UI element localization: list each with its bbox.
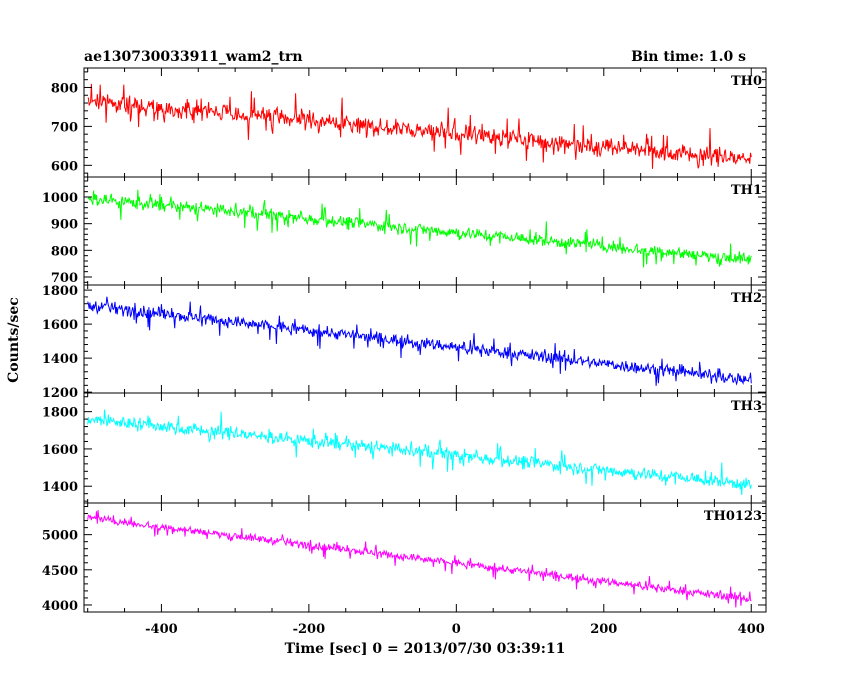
y-tick-label: 600 [51, 159, 78, 174]
panel-frame [83, 502, 767, 613]
y-tick-label: 1800 [42, 406, 78, 421]
panel-label-th0: TH0 [731, 74, 762, 89]
x-axis-label: Time [sec] 0 = 2013/07/30 03:39:11 [285, 641, 566, 657]
y-tick-label: 4500 [42, 564, 78, 579]
y-tick-label: 700 [51, 120, 78, 135]
panel-frame [83, 284, 767, 394]
y-tick-label: 1600 [42, 318, 78, 333]
y-axis-label: Counts/sec [6, 297, 22, 383]
y-tick-label: 700 [51, 271, 78, 286]
x-tick-label: 0 [452, 622, 461, 637]
bin-time-label: Bin time: 1.0 s [631, 49, 746, 65]
chart-title: ae130730033911_wam2_trn [84, 49, 303, 65]
y-tick-label: 4000 [42, 599, 78, 614]
y-tick-label: 1600 [42, 443, 78, 458]
y-tick-label: 800 [51, 244, 78, 259]
y-tick-label: 1200 [42, 386, 78, 401]
series-line-th0123 [87, 509, 752, 608]
x-tick-label: 200 [590, 622, 617, 637]
series-line-th2 [87, 296, 752, 386]
y-tick-label: 1400 [42, 480, 78, 495]
y-tick-label: 1000 [42, 191, 78, 206]
x-tick-label: -200 [293, 622, 326, 637]
panel-label-th2: TH2 [731, 291, 762, 306]
y-tick-label: 5000 [42, 529, 78, 544]
y-tick-label: 800 [51, 81, 78, 96]
panel-label-th3: TH3 [731, 399, 762, 414]
series-line-th0 [87, 83, 752, 169]
panel-frame [83, 67, 767, 178]
y-tick-label: 900 [51, 218, 78, 233]
panel-label-th0123: TH0123 [704, 509, 762, 524]
series-line-th3 [87, 409, 752, 496]
y-tick-label: 1800 [42, 284, 78, 299]
panels: 600 700 800 TH0 700 800 900 1000 TH1 1200 1400 1600… [42, 67, 767, 637]
x-tick-label: -400 [145, 622, 178, 637]
x-tick-label: 400 [738, 622, 765, 637]
y-tick-label: 1400 [42, 352, 78, 367]
panel-label-th1: TH1 [731, 183, 762, 198]
series-line-th1 [87, 189, 752, 268]
